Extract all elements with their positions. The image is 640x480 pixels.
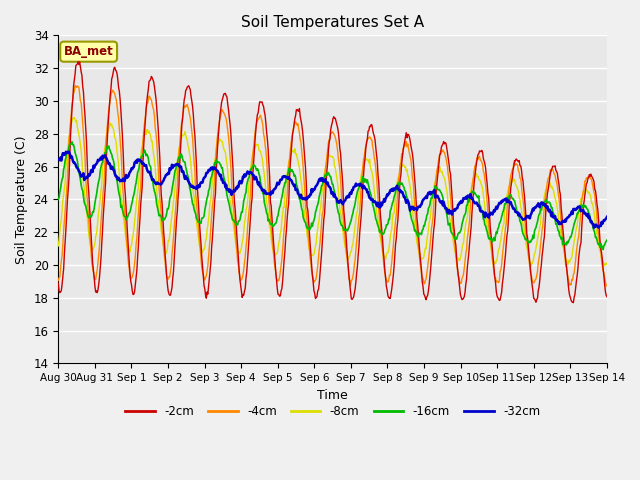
-16cm	[54, 197, 62, 203]
-4cm	[400, 144, 408, 150]
-4cm	[54, 277, 62, 283]
-16cm	[603, 237, 611, 243]
-4cm	[65, 157, 72, 163]
-2cm	[206, 267, 214, 273]
-2cm	[416, 252, 424, 258]
Line: -4cm: -4cm	[58, 85, 607, 286]
-32cm	[65, 149, 72, 155]
Line: -32cm: -32cm	[58, 152, 607, 228]
-8cm	[177, 136, 185, 142]
-4cm	[122, 221, 129, 227]
-8cm	[70, 115, 78, 120]
-8cm	[65, 142, 72, 147]
-4cm	[206, 235, 214, 240]
-32cm	[122, 174, 129, 180]
-2cm	[400, 143, 408, 148]
-4cm	[416, 260, 424, 266]
Line: -2cm: -2cm	[58, 61, 607, 303]
-8cm	[400, 163, 408, 168]
-32cm	[54, 156, 62, 162]
Title: Soil Temperatures Set A: Soil Temperatures Set A	[241, 15, 424, 30]
-8cm	[416, 250, 424, 256]
-2cm	[74, 59, 82, 64]
Line: -8cm: -8cm	[58, 118, 607, 266]
X-axis label: Time: Time	[317, 389, 348, 402]
-16cm	[68, 139, 76, 144]
-32cm	[65, 149, 73, 155]
-2cm	[177, 134, 185, 140]
-4cm	[602, 283, 610, 288]
-16cm	[400, 184, 408, 190]
-4cm	[603, 283, 611, 288]
-32cm	[177, 164, 185, 169]
-8cm	[206, 199, 214, 205]
Legend: -2cm, -4cm, -8cm, -16cm, -32cm: -2cm, -4cm, -8cm, -16cm, -32cm	[120, 401, 545, 423]
-4cm	[71, 83, 79, 88]
-8cm	[527, 263, 534, 269]
-16cm	[416, 230, 424, 236]
-16cm	[122, 214, 129, 220]
-2cm	[603, 294, 611, 300]
-2cm	[122, 194, 129, 200]
-2cm	[54, 280, 62, 286]
-16cm	[206, 180, 214, 186]
-16cm	[177, 151, 185, 156]
-8cm	[603, 260, 611, 266]
-32cm	[416, 204, 424, 210]
-16cm	[65, 148, 72, 154]
-32cm	[400, 194, 408, 200]
-8cm	[122, 232, 129, 238]
-2cm	[65, 186, 72, 192]
-32cm	[590, 225, 598, 230]
Line: -16cm: -16cm	[58, 142, 607, 250]
-2cm	[570, 300, 577, 306]
Y-axis label: Soil Temperature (C): Soil Temperature (C)	[15, 135, 28, 264]
-4cm	[177, 124, 185, 130]
-32cm	[206, 168, 214, 173]
Text: BA_met: BA_met	[64, 45, 113, 58]
-8cm	[54, 243, 62, 249]
-16cm	[599, 247, 607, 252]
-32cm	[603, 214, 611, 220]
